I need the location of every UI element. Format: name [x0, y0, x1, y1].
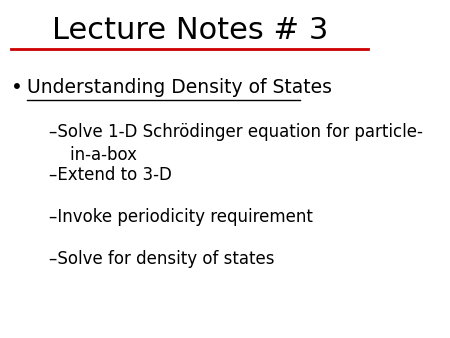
Text: –Solve 1-D Schrödinger equation for particle-
    in-a-box: –Solve 1-D Schrödinger equation for part… [50, 123, 423, 164]
Text: –Solve for density of states: –Solve for density of states [50, 250, 275, 268]
Text: Lecture Notes # 3: Lecture Notes # 3 [52, 16, 328, 45]
Text: –Invoke periodicity requirement: –Invoke periodicity requirement [50, 208, 313, 226]
Text: –Extend to 3-D: –Extend to 3-D [50, 166, 172, 184]
Text: •: • [11, 78, 23, 97]
Text: Understanding Density of States: Understanding Density of States [27, 78, 332, 97]
